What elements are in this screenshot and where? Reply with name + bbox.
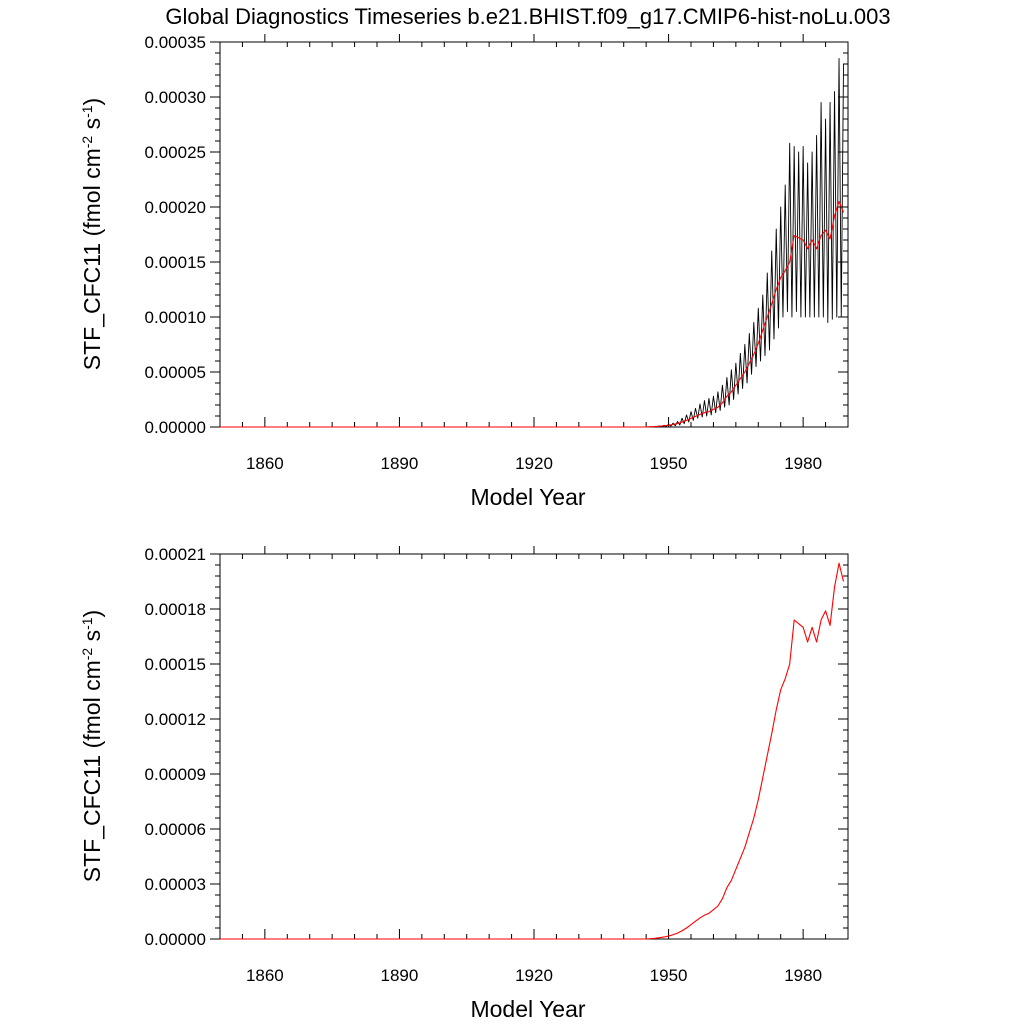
y-axis-label: STF_CFC11 (fmol cm-2 s-1) — [79, 98, 105, 370]
annual-mean-line — [220, 200, 845, 428]
x-axis-ticks: 1860 1890 1920 1950 1980 — [219, 34, 849, 473]
y-axis-label-main: STF_CFC11 (fmol cm — [79, 660, 105, 882]
x-tick-label: 1860 — [246, 966, 284, 985]
x-tick-label: 1920 — [515, 966, 553, 985]
page-title: Global Diagnostics Timeseries b.e21.BHIS… — [165, 4, 890, 29]
x-tick-label: 1890 — [381, 454, 419, 473]
x-axis-label: Model Year — [470, 996, 585, 1022]
y-tick-label: 0.00009 — [145, 765, 206, 784]
y-axis-label-end: ) — [79, 98, 105, 106]
y-tick-label: 0.00005 — [145, 363, 206, 382]
x-axis-label: Model Year — [470, 484, 585, 510]
chart-panel-top: 1860 1890 1920 1950 1980 0.000000.000050.000… — [79, 33, 849, 510]
y-tick-label: 0.00030 — [145, 88, 206, 107]
annual-mean-line — [220, 562, 845, 940]
y-tick-label: 0.00020 — [145, 198, 206, 217]
x-tick-label: 1950 — [650, 966, 688, 985]
y-tick-label: 0.00006 — [145, 820, 206, 839]
x-tick-label: 1890 — [381, 966, 419, 985]
y-tick-label: 0.00018 — [145, 600, 206, 619]
y-axis-label-exp1: -2 — [79, 136, 95, 149]
y-axis-label: STF_CFC11 (fmol cm-2 s-1) — [79, 610, 105, 882]
y-tick-label: 0.00025 — [145, 143, 206, 162]
y-axis-label-exp2: -1 — [79, 105, 95, 118]
x-tick-label: 1920 — [515, 454, 553, 473]
y-tick-label: 0.00015 — [145, 253, 206, 272]
x-tick-label: 1980 — [784, 966, 822, 985]
y-tick-label: 0.00000 — [145, 930, 206, 949]
y-tick-label: 0.00000 — [145, 418, 206, 437]
y-axis-ticks: 0.00000 0.00003 0.00006 0.00009 0.00012 0.000… — [145, 545, 848, 949]
y-tick-label: 0.00021 — [145, 545, 206, 564]
x-tick-label: 1950 — [650, 454, 688, 473]
y-axis-label-exp1: -2 — [79, 648, 95, 661]
series-group — [220, 58, 845, 428]
x-tick-label: 1980 — [784, 454, 822, 473]
chart-panel-bottom: 1860 1890 1920 1950 1980 0.000000.000030.000… — [79, 545, 849, 1022]
x-axis-ticks: 1860 1890 1920 1950 1980 — [219, 546, 849, 985]
y-axis-ticks: 0.00000 0.00005 0.00010 0.00015 0.00020 0.000… — [145, 33, 848, 437]
y-tick-label: 0.00012 — [145, 710, 206, 729]
y-tick-label: 0.00015 — [145, 655, 206, 674]
y-axis-label-end: ) — [79, 610, 105, 618]
y-axis-label-mid: s — [79, 118, 105, 136]
y-axis-label-exp2: -1 — [79, 617, 95, 630]
y-tick-label: 0.00010 — [145, 308, 206, 327]
monthly-line — [220, 58, 844, 428]
y-tick-label: 0.00003 — [145, 875, 206, 894]
y-tick-label: 0.00035 — [145, 33, 206, 52]
y-axis-label-main: STF_CFC11 (fmol cm — [79, 148, 105, 370]
x-tick-label: 1860 — [246, 454, 284, 473]
series-group — [220, 562, 845, 940]
y-axis-label-mid: s — [79, 630, 105, 648]
